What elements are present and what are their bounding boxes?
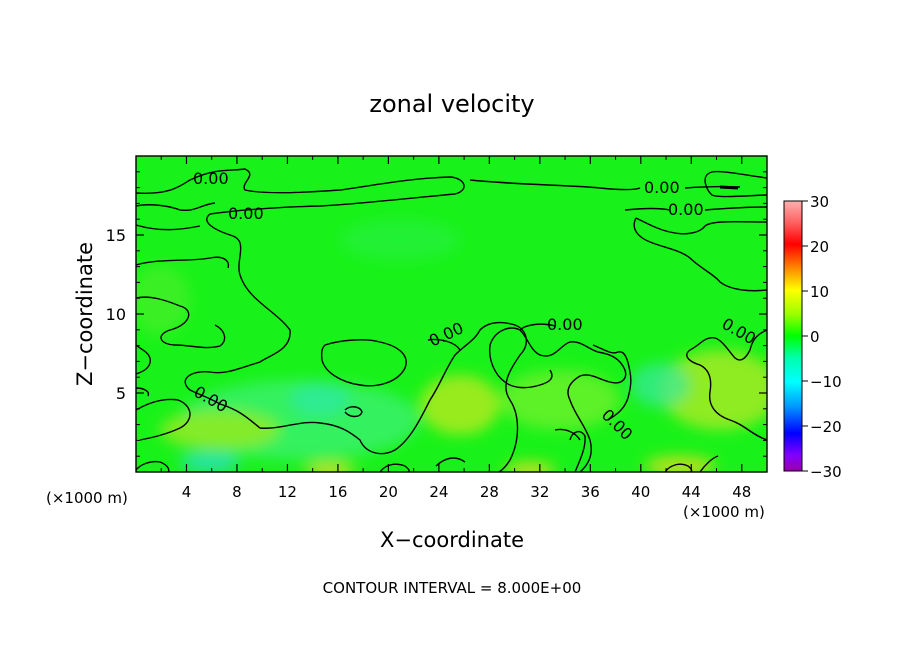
contour-line: [633, 217, 767, 292]
contour-line: [136, 296, 226, 349]
x-tick-label: 36: [581, 483, 600, 501]
y-tick-label: 10: [106, 305, 126, 324]
contour-line: [136, 168, 527, 472]
colorbar-tick-label: 0: [810, 328, 820, 346]
y-tick-label: 15: [106, 226, 126, 245]
contour-line: [489, 327, 627, 472]
x-tick-label: 16: [328, 483, 347, 501]
x-tick-label: 20: [379, 483, 398, 501]
x-tick-label: 48: [732, 483, 751, 501]
x-tick-label: 44: [682, 483, 701, 501]
contour-line: [686, 329, 767, 441]
colorbar-ticks: 30 20 10 0 −10 −20 −30: [802, 193, 842, 481]
contour-line: [699, 455, 719, 472]
colorbar-tick-label: −10: [810, 373, 842, 391]
x-tick-label: 40: [631, 483, 650, 501]
x-unit-label-right: (×1000 m): [683, 503, 765, 521]
x-tick-label: 24: [429, 483, 448, 501]
x-axis: 4 8 12 16 20 24 28 32 36 40 44 48: [160, 156, 751, 501]
x-tick-label: 4: [182, 483, 192, 501]
colorbar-tick-label: −20: [810, 418, 842, 436]
contour-label: 0.00: [547, 315, 583, 334]
contour-line: [344, 406, 363, 418]
colorbar-tick-label: 30: [810, 193, 829, 211]
contour-label: 0.00: [228, 204, 264, 223]
y-axis: 5 10 15: [106, 171, 767, 457]
contour-line: [427, 338, 461, 351]
contour-line: [136, 344, 151, 375]
y-axis-label: Z−coordinate: [73, 242, 97, 386]
contour-line: [554, 428, 581, 441]
colorbar: [783, 200, 803, 472]
contour-line: [624, 206, 767, 211]
x-unit-label-left: (×1000 m): [46, 489, 128, 507]
contour-line: [719, 185, 739, 190]
chart-title: zonal velocity: [369, 90, 534, 118]
contour-line: [704, 170, 767, 198]
x-tick-label: 12: [278, 483, 297, 501]
colorbar-tick-label: −30: [810, 463, 842, 481]
contour-label: 0.00: [644, 178, 680, 197]
contour-line: [488, 344, 553, 389]
x-axis-label: X−coordinate: [380, 528, 524, 552]
contour-line: [592, 344, 632, 421]
contour-interval-note: CONTOUR INTERVAL = 8.000E+00: [323, 579, 582, 597]
colorbar-tick-label: 10: [810, 283, 829, 301]
contour-line: [136, 256, 230, 269]
y-tick-label: 5: [116, 384, 126, 403]
contour-line: [569, 430, 586, 472]
x-tick-label: 32: [530, 483, 549, 501]
contour-line: [519, 323, 556, 331]
x-tick-label: 28: [480, 483, 499, 501]
contour-line: [136, 398, 191, 441]
contour-line: [136, 387, 150, 397]
contour-label: 0.00: [193, 169, 229, 188]
contour-label: 0.00: [668, 200, 704, 219]
contour-line: [635, 217, 767, 235]
x-tick-label: 8: [232, 483, 242, 501]
contour-line: [469, 179, 641, 191]
colorbar-tick-label: 20: [810, 238, 829, 256]
contour-line: [136, 460, 170, 472]
contour-line: [136, 202, 216, 212]
contour-line: [320, 339, 407, 387]
contour-line: [136, 224, 201, 231]
